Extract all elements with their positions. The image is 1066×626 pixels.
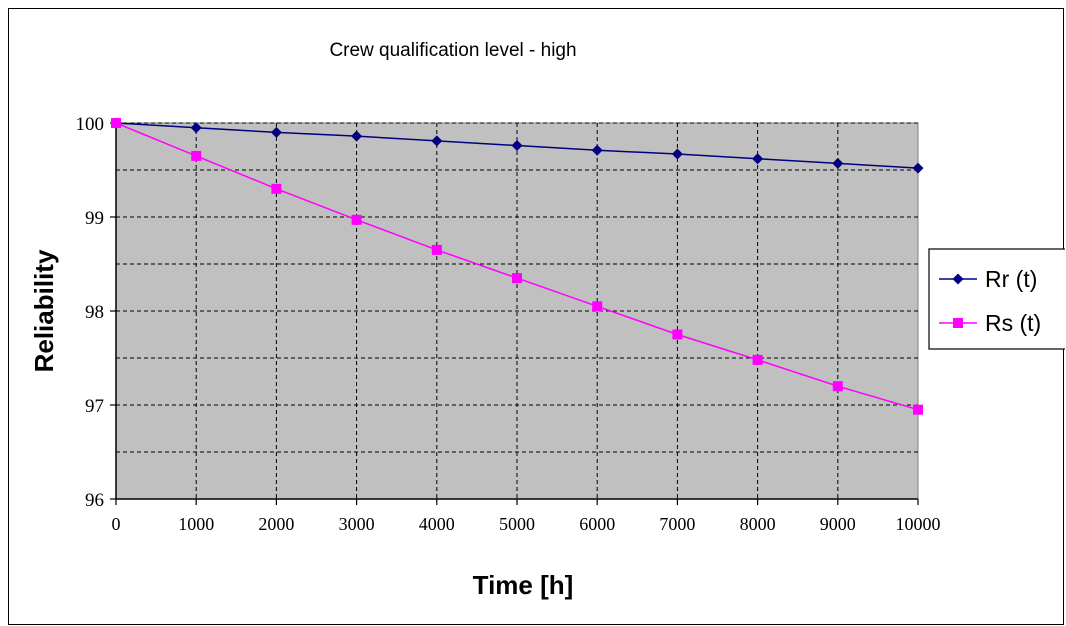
y-tick-labels: 96 97 98 99 100	[76, 114, 105, 511]
y-tick-label: 96	[85, 490, 104, 511]
data-point	[351, 130, 363, 142]
data-point	[752, 354, 763, 365]
data-point	[431, 135, 443, 147]
data-point	[912, 162, 924, 174]
chart-frame: Crew qualification level - high 96 97 98 99…	[8, 8, 1065, 625]
data-point	[351, 214, 362, 225]
x-tick-label: 10000	[896, 514, 941, 534]
data-point	[431, 244, 442, 255]
data-point	[592, 301, 603, 312]
data-point	[271, 183, 282, 194]
data-point	[672, 329, 683, 340]
line-chart: Crew qualification level - high 96 97 98 99…	[29, 40, 1065, 600]
legend-label: Rr (t)	[985, 266, 1037, 292]
data-point	[832, 157, 844, 169]
x-tick-label: 8000	[740, 514, 776, 534]
axes	[110, 122, 919, 505]
data-point	[913, 404, 923, 415]
x-tick-label: 4000	[419, 514, 455, 534]
legend: Rr (t) Rs (t)	[928, 248, 1065, 350]
data-point	[591, 144, 603, 156]
x-tick-labels: 0 1000 2000 3000 4000 5000 6000 7000 8000 9000 100…	[112, 514, 941, 534]
data-point	[511, 140, 523, 152]
y-tick-label: 97	[85, 396, 104, 417]
data-point	[752, 153, 764, 165]
grid-lines	[116, 122, 918, 499]
x-tick-label: 9000	[820, 514, 856, 534]
series-layer	[110, 117, 924, 415]
legend-label: Rs (t)	[985, 310, 1041, 336]
y-axis-title: Reliability	[29, 249, 59, 372]
y-tick-label: 100	[76, 114, 105, 135]
y-tick-label: 98	[85, 302, 104, 323]
series-2	[111, 118, 923, 415]
data-point	[671, 148, 683, 160]
legend-box	[928, 248, 1065, 350]
data-point	[832, 381, 843, 392]
x-tick-label: 2000	[258, 514, 294, 534]
y-tick-label: 99	[85, 208, 104, 229]
x-axis-title: Time [h]	[473, 570, 574, 600]
x-tick-label: 6000	[579, 514, 615, 534]
x-tick-label: 1000	[178, 514, 214, 534]
chart-title: Crew qualification level - high	[329, 40, 576, 61]
data-point	[111, 118, 121, 128]
series-1	[110, 117, 924, 174]
data-point	[190, 122, 202, 134]
legend-marker	[953, 318, 963, 328]
data-point	[512, 273, 522, 284]
x-tick-label: 3000	[339, 514, 375, 534]
data-point	[191, 150, 202, 161]
x-tick-label: 5000	[499, 514, 535, 534]
x-tick-label: 7000	[659, 514, 695, 534]
legend-marker	[952, 273, 964, 285]
x-tick-label: 0	[112, 514, 121, 534]
